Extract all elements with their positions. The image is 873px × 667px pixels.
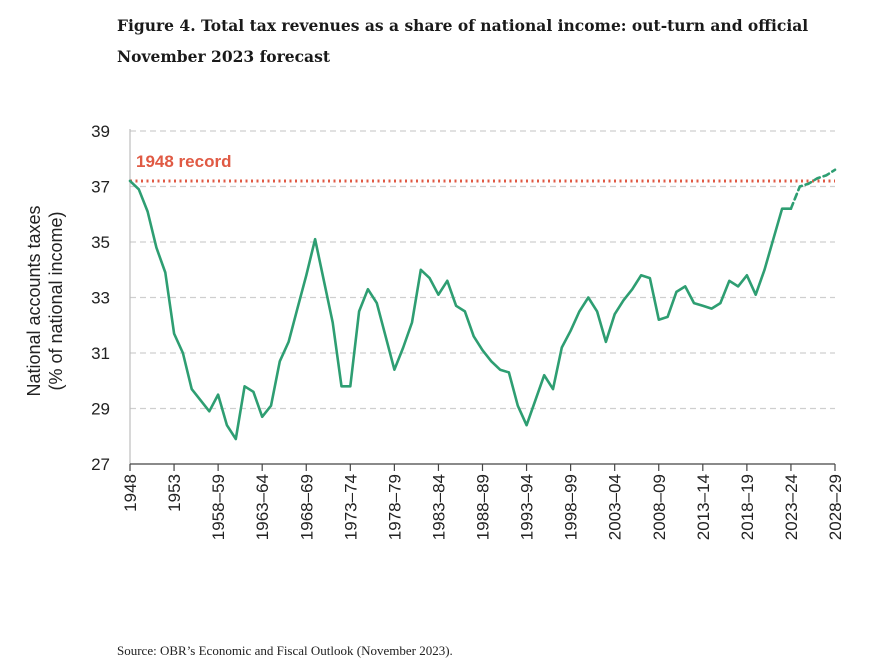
y-tick-label: 27 <box>91 455 110 474</box>
y-tick-label: 29 <box>91 400 110 419</box>
y-tick-label: 39 <box>91 122 110 141</box>
outturn-series-line <box>128 179 793 441</box>
x-tick-label: 1998–99 <box>562 474 581 540</box>
x-tick-label: 1953 <box>165 474 184 512</box>
x-tick-label: 2013–14 <box>694 474 713 540</box>
x-tick-label: 1948 <box>121 474 140 512</box>
x-tick-label: 1988–89 <box>474 474 493 540</box>
x-tick-label: 2018–19 <box>738 474 757 540</box>
record-label: 1948 record <box>136 152 231 171</box>
y-tick-label: 37 <box>91 178 110 197</box>
gridlines <box>130 130 835 410</box>
x-tick-label: 2028–29 <box>826 474 845 540</box>
x-tick-label: 1993–94 <box>518 474 537 540</box>
reference-line-group: 1948 record <box>130 152 835 183</box>
y-tick-label: 33 <box>91 289 110 308</box>
x-tick-label: 1978–79 <box>385 474 404 540</box>
source-note: Source: OBR’s Economic and Fiscal Outloo… <box>117 643 453 658</box>
x-tick-label: 1973–74 <box>341 474 360 540</box>
y-axis-label-line1: National accounts taxes <box>24 205 44 396</box>
x-tick-label: 2003–04 <box>606 474 625 540</box>
y-tick-label: 35 <box>91 233 110 252</box>
y-axis: 27 29 31 33 35 37 39 <box>91 122 131 474</box>
x-tick-label: 2023–24 <box>782 474 801 540</box>
x-axis: 1948 1953 1958–59 1963–64 1968–69 1973–74 1978… <box>121 463 845 540</box>
x-tick-label: 1958–59 <box>209 474 228 540</box>
figure-title: Figure 4. Total tax revenues as a share … <box>117 16 809 66</box>
x-tick-label: 2008–09 <box>650 474 669 540</box>
x-tick-label: 1968–69 <box>297 474 316 540</box>
line-chart: 27 29 31 33 35 37 39 1948 1953 1958–59 1963–64 196… <box>24 122 845 540</box>
y-axis-label-line2: (% of national income) <box>46 211 66 390</box>
forecast-series-line <box>789 168 837 210</box>
y-tick-label: 31 <box>91 344 110 363</box>
series-group <box>128 168 837 441</box>
x-tick-label: 1963–64 <box>253 474 272 540</box>
x-tick-label: 1983–84 <box>429 474 448 540</box>
